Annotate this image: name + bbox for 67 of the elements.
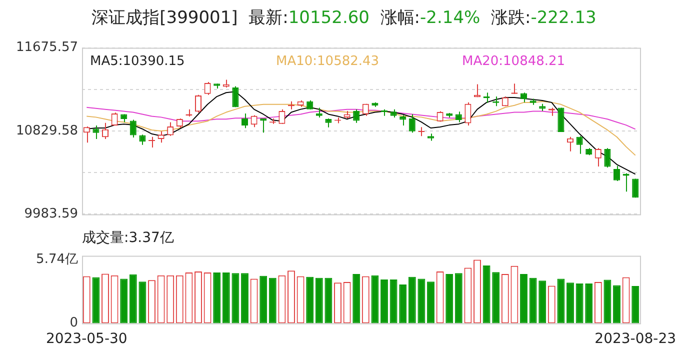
y-tick-label: 11675.57 <box>16 40 78 56</box>
bar <box>520 274 528 324</box>
y-tick-label: 10829.58 <box>16 123 78 138</box>
candlestick <box>92 125 100 140</box>
bar <box>241 273 248 324</box>
candlestick <box>576 136 583 154</box>
bar <box>604 280 612 324</box>
text: MA10:10582.43 <box>276 54 380 69</box>
chart-title: 成交量:3.37亿 <box>82 229 174 247</box>
bar <box>138 282 146 324</box>
bar <box>613 285 620 324</box>
bar <box>529 278 537 324</box>
candlestick <box>613 165 620 182</box>
candlestick <box>83 126 90 144</box>
chart-title: 深证成指[399001] 最新:10152.60 涨幅:-2.14% 涨跌:-222.13 <box>92 8 596 28</box>
candlestick <box>604 148 611 168</box>
bar <box>399 284 407 324</box>
bar <box>482 266 490 324</box>
bar <box>538 280 546 324</box>
bar <box>418 278 426 324</box>
bar <box>380 279 388 324</box>
bar <box>213 272 221 324</box>
y-tick-label: 0 <box>70 316 78 331</box>
bar <box>566 282 574 324</box>
bar <box>232 273 240 324</box>
candlestick <box>464 102 472 126</box>
candlestick <box>278 108 286 124</box>
bar <box>324 278 332 324</box>
bar <box>371 275 379 324</box>
bar <box>92 277 100 324</box>
bar <box>352 274 360 324</box>
candlestick <box>418 126 425 137</box>
x-tick-label: 2023-05-30 <box>46 331 128 348</box>
bar <box>427 282 434 324</box>
bar <box>222 272 230 324</box>
candlestick <box>316 107 322 118</box>
text: MA20:10848.21 <box>462 54 566 69</box>
candlestick <box>455 111 462 123</box>
bar <box>408 276 416 324</box>
bar <box>129 274 137 324</box>
bar <box>454 273 462 324</box>
bar <box>268 278 276 324</box>
candlestick <box>408 114 416 134</box>
bar <box>315 278 323 324</box>
bar <box>585 284 593 324</box>
candlestick <box>232 86 239 108</box>
candlestick <box>139 134 146 146</box>
candlestick <box>158 130 164 144</box>
bar <box>260 276 268 324</box>
candlestick <box>194 94 202 114</box>
bar <box>120 278 128 324</box>
bar <box>492 272 500 324</box>
candlestick <box>111 112 118 126</box>
x-tick-label: 2023-08-23 <box>594 331 676 348</box>
bar <box>446 274 454 324</box>
y-tick-label: 5.74亿 <box>36 252 78 268</box>
candlestick <box>566 136 574 152</box>
bar <box>557 278 565 324</box>
y-tick-label: 9983.59 <box>24 206 78 222</box>
candlestick <box>130 119 136 138</box>
bar <box>576 284 584 324</box>
bar <box>306 276 314 324</box>
candlestick <box>204 81 211 96</box>
text: MA5:10390.15 <box>90 54 185 69</box>
candlestick <box>148 136 156 148</box>
bar <box>632 286 640 324</box>
bar <box>390 279 398 324</box>
